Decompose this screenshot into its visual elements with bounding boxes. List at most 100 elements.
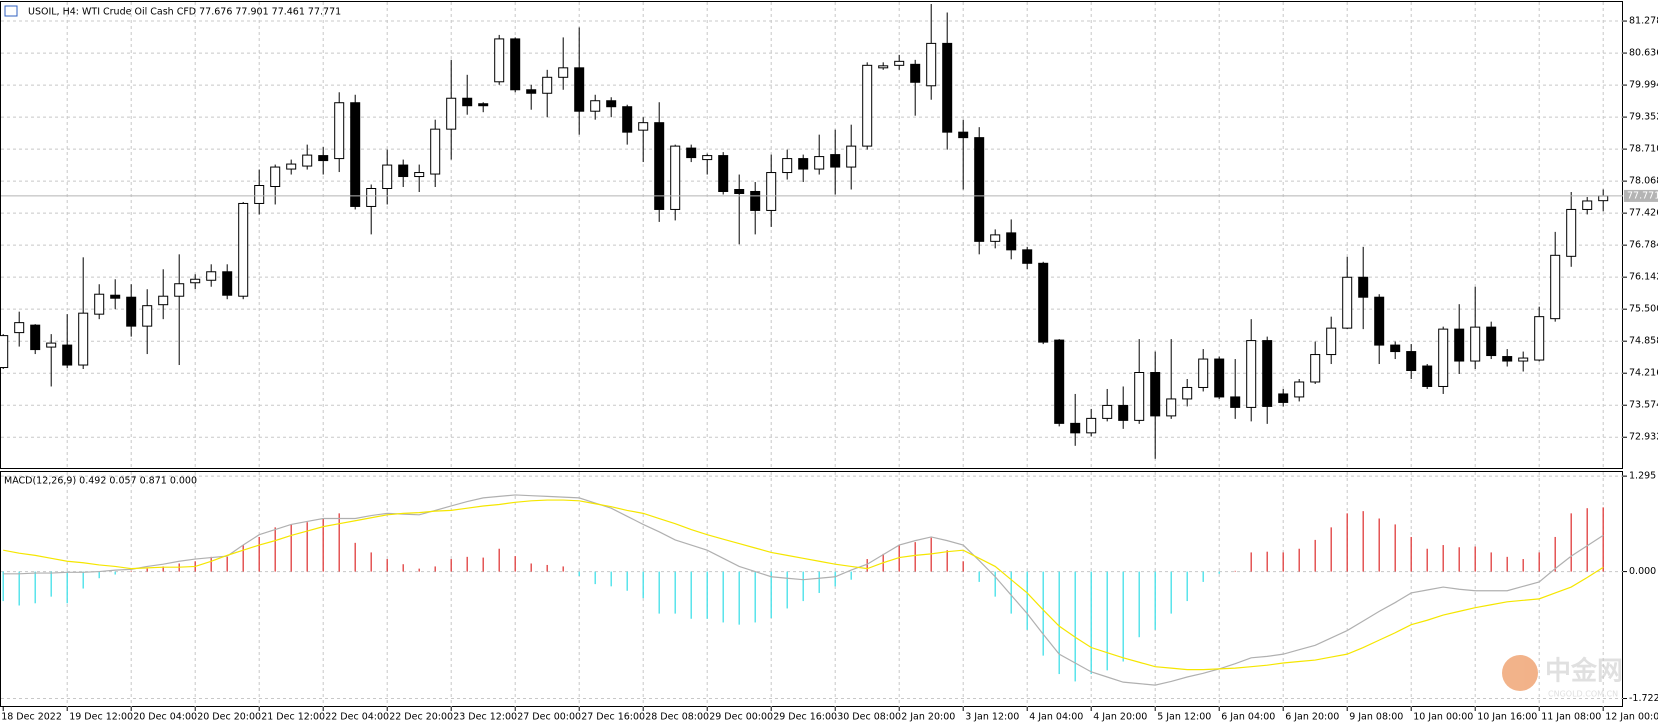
- candle-body: [414, 172, 425, 178]
- y-tick-label: -1.722: [1629, 693, 1658, 704]
- candle-body: [1550, 254, 1561, 320]
- candle-body: [542, 76, 553, 94]
- candle-body: [638, 122, 649, 131]
- candle-body: [1166, 398, 1177, 417]
- x-tick-label: 30 Dec 08:00: [837, 712, 901, 723]
- candle-body: [894, 60, 905, 66]
- candle-body: [654, 122, 665, 210]
- candle-body: [734, 188, 745, 194]
- candle-body: [462, 97, 473, 107]
- candle-body: [750, 190, 761, 211]
- candle-body: [702, 155, 713, 161]
- y-tick-label: 81.278: [1629, 16, 1658, 27]
- candle-body: [862, 64, 873, 147]
- candle-body: [798, 158, 809, 170]
- indicator-line: [3, 494, 1604, 686]
- candle-body: [1454, 328, 1465, 362]
- x-tick-label: 27 Dec 16:00: [581, 712, 645, 723]
- candle-body: [78, 312, 89, 366]
- x-tick-label: 18 Dec 2022: [1, 712, 62, 723]
- candle-body: [926, 42, 937, 87]
- candle-body: [398, 164, 409, 178]
- y-tick-label: 73.574: [1629, 400, 1658, 411]
- watermark: 中金网 CNGOLD.COM.CN: [1502, 655, 1623, 699]
- x-tick-label: 10 Jan 16:00: [1477, 712, 1537, 723]
- candle-body: [1102, 404, 1113, 419]
- candle-body: [574, 67, 585, 112]
- candle-body: [350, 102, 361, 207]
- candle-body: [1262, 340, 1273, 407]
- candle-body: [718, 155, 729, 192]
- chart-icon: [4, 5, 18, 17]
- y-tick-label: 78.710: [1629, 144, 1658, 155]
- candle-body: [1598, 195, 1609, 202]
- candle-body: [1566, 208, 1577, 257]
- x-tick-label: 28 Dec 08:00: [645, 712, 709, 723]
- macd-panel: [0, 471, 1623, 707]
- candle-body: [1310, 354, 1321, 383]
- y-tick-label: 74.858: [1629, 336, 1658, 347]
- x-tick-label: 6 Jan 20:00: [1285, 712, 1339, 723]
- candle-body: [1294, 381, 1305, 398]
- watermark-site: CNGOLD.COM.CN: [1548, 690, 1618, 699]
- candle-body: [254, 185, 265, 204]
- candle-body: [286, 163, 297, 170]
- candle-body: [766, 172, 777, 211]
- chart-title: USOIL, H4: WTI Crude Oil Cash CFD 77.676…: [28, 7, 341, 18]
- candle-body: [1214, 358, 1225, 398]
- candle-body: [782, 158, 793, 174]
- candle-body: [126, 296, 137, 327]
- candle-body: [1534, 316, 1545, 361]
- y-tick-label: 76.784: [1629, 240, 1658, 251]
- candle-body: [1118, 404, 1129, 421]
- candle-body: [142, 305, 153, 327]
- y-tick-label: 1.295: [1629, 471, 1656, 482]
- candle-body: [1054, 339, 1065, 424]
- candle-body: [1230, 396, 1241, 408]
- x-tick-label: 20 Dec 20:00: [197, 712, 261, 723]
- candle-body: [270, 166, 281, 188]
- candle-body: [1470, 326, 1481, 362]
- x-tick-label: 5 Jan 12:00: [1157, 712, 1211, 723]
- y-tick-label: 79.352: [1629, 112, 1658, 123]
- candle-body: [30, 324, 41, 351]
- y-tick-label: 0.000: [1629, 566, 1656, 577]
- candle-body: [1182, 386, 1193, 400]
- x-tick-label: 29 Dec 00:00: [709, 712, 773, 723]
- candle-body: [446, 97, 457, 130]
- x-tick-label: 11 Jan 08:00: [1541, 712, 1601, 723]
- x-tick-label: 21 Dec 12:00: [261, 712, 325, 723]
- candle-body: [622, 106, 633, 133]
- candle-body: [526, 89, 537, 94]
- candle-body: [830, 154, 841, 168]
- candle-body: [590, 100, 601, 112]
- candle-body: [1246, 340, 1257, 408]
- candle-body: [1518, 357, 1529, 362]
- x-tick-label: 2 Jan 20:00: [901, 712, 955, 723]
- candle-body: [1326, 327, 1337, 356]
- candle-body: [1006, 232, 1017, 251]
- candle-body: [366, 188, 377, 207]
- candle-body: [910, 63, 921, 83]
- x-tick-label: 19 Dec 12:00: [69, 712, 133, 723]
- candle-body: [190, 278, 201, 284]
- candle-body: [1582, 200, 1593, 210]
- y-tick-label: 75.500: [1629, 304, 1658, 315]
- x-tick-label: 6 Jan 04:00: [1221, 712, 1275, 723]
- candle-body: [94, 293, 105, 315]
- y-tick-label: 74.216: [1629, 368, 1658, 379]
- candle-body: [670, 145, 681, 210]
- main-panel: [0, 1, 1623, 469]
- candle-body: [1502, 356, 1513, 362]
- x-tick-label: 12 Jan 00:00: [1605, 712, 1658, 723]
- candle-body: [1198, 358, 1209, 388]
- candle-body: [206, 271, 217, 281]
- candle-body: [1390, 344, 1401, 353]
- candle-body: [942, 42, 953, 133]
- candle-body: [14, 322, 25, 334]
- candles: [0, 3, 1609, 459]
- candle-body: [686, 147, 697, 159]
- candle-body: [302, 154, 313, 167]
- candle-body: [1134, 372, 1145, 421]
- candle-body: [878, 65, 889, 69]
